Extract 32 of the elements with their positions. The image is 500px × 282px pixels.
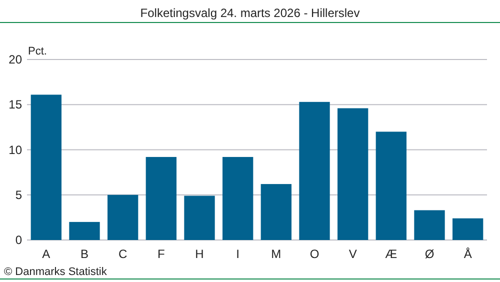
x-tick-label: F [157,247,165,261]
chart-title: Folketingsvalg 24. marts 2026 - Hillerslev [140,6,360,20]
y-tick-label: 10 [8,142,22,157]
x-tick-label: Ø [424,247,434,261]
x-tick-label: V [348,247,357,261]
x-tick-label: Æ [385,247,398,261]
bar [108,194,138,240]
y-axis-title: Pct. [28,46,47,58]
bar [69,222,100,240]
y-tick-label: 15 [8,98,22,112]
x-tick-label: H [195,247,204,261]
bar [414,210,445,240]
bar [30,94,62,240]
bar [376,132,406,240]
x-tick-label: A [42,247,50,261]
x-tick-label: Å [464,247,472,261]
y-tick-label: 20 [8,52,22,66]
x-tick-label: B [80,247,89,261]
bar [146,156,176,240]
x-tick-label: C [118,247,128,261]
bar [260,184,292,240]
bar [299,102,330,240]
y-tick-label: 5 [15,188,22,202]
bar [222,156,254,240]
y-tick-label: 0 [15,233,22,247]
bar [338,108,368,240]
x-tick-label: I [236,247,240,261]
x-tick-label: O [310,247,320,261]
text: © Danmarks Statistik [4,266,108,278]
bar [184,196,215,240]
bar [452,218,484,240]
x-tick-label: M [271,247,282,261]
